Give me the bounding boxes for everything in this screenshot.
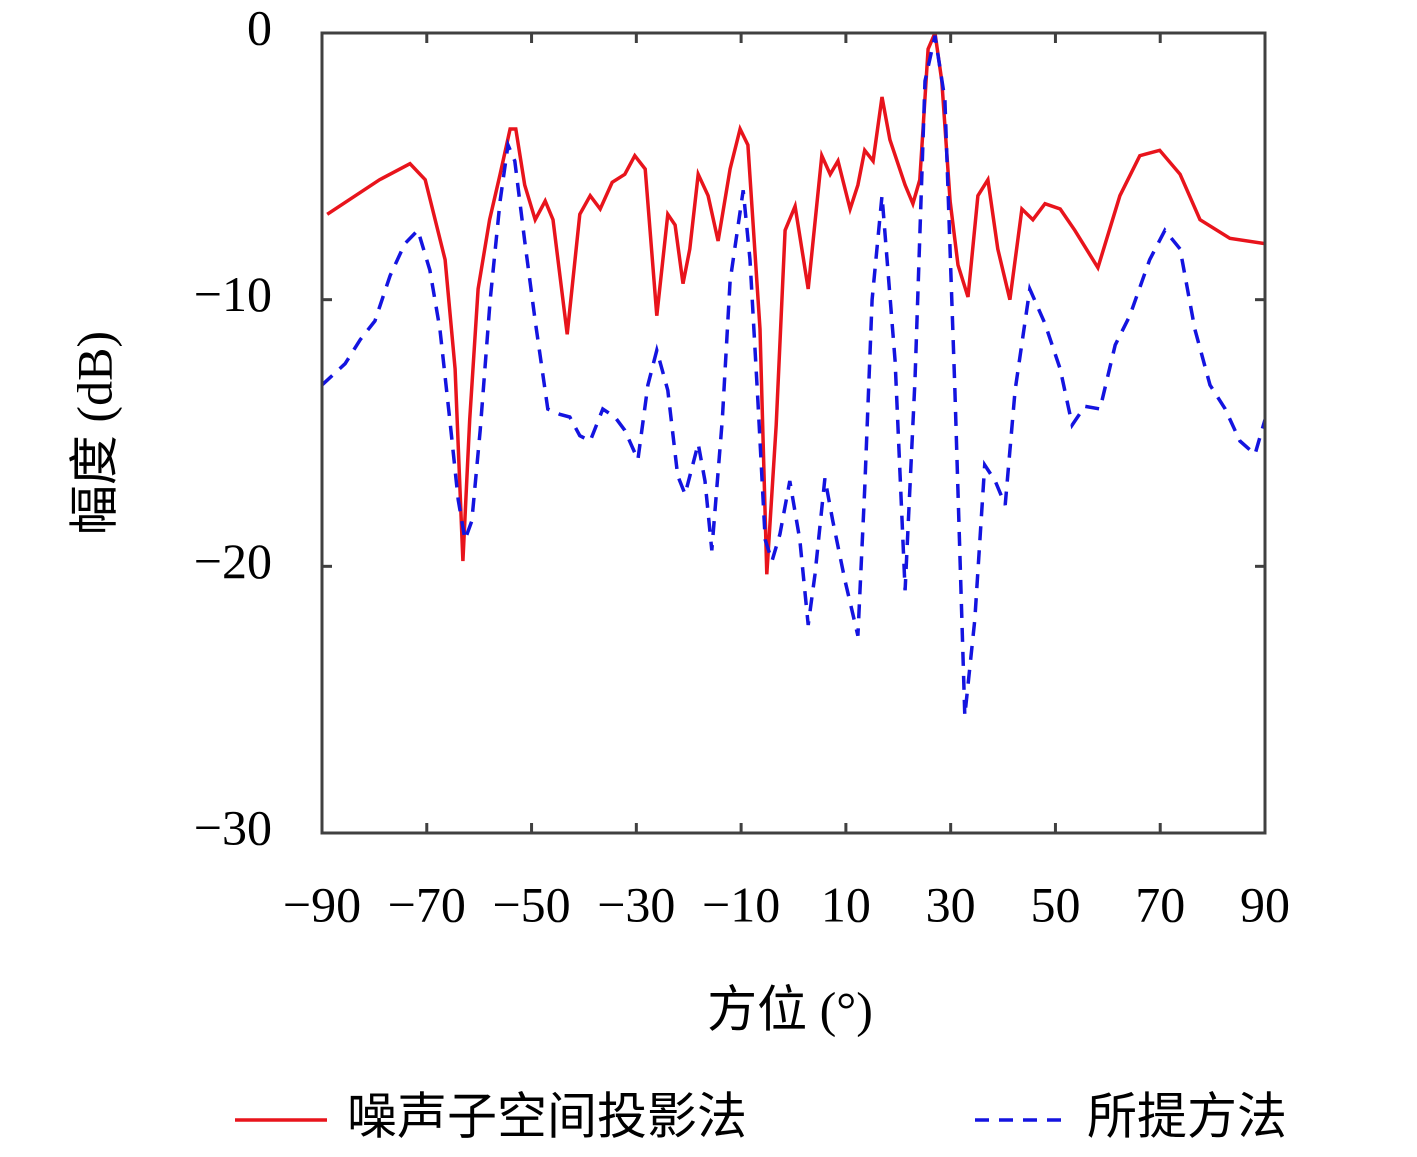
x-tick-label: 50 [1030, 876, 1080, 932]
x-tick-label: −30 [597, 876, 675, 932]
x-tick-label: 30 [926, 876, 976, 932]
y-tick-label: 0 [247, 0, 272, 55]
x-tick-label: 90 [1240, 876, 1290, 932]
y-axis-label: 幅度 (dB) [66, 331, 122, 535]
x-tick-label: 10 [821, 876, 871, 932]
x-tick-label: −90 [283, 876, 361, 932]
series-line [322, 35, 1265, 716]
y-tick-label: −10 [194, 266, 272, 322]
y-tick-label: −30 [194, 799, 272, 855]
x-tick-label: −10 [702, 876, 780, 932]
legend-label: 噪声子空间投影法 [347, 1088, 747, 1144]
x-tick-label: −50 [492, 876, 570, 932]
plot-frame [320, 31, 1267, 835]
series-line [326, 33, 1265, 575]
legend-label: 所提方法 [1087, 1088, 1287, 1144]
x-tick-label: 70 [1135, 876, 1185, 932]
x-axis-label: 方位 (°) [707, 981, 873, 1037]
y-tick-label: −20 [194, 533, 272, 589]
x-tick-label: −70 [388, 876, 466, 932]
